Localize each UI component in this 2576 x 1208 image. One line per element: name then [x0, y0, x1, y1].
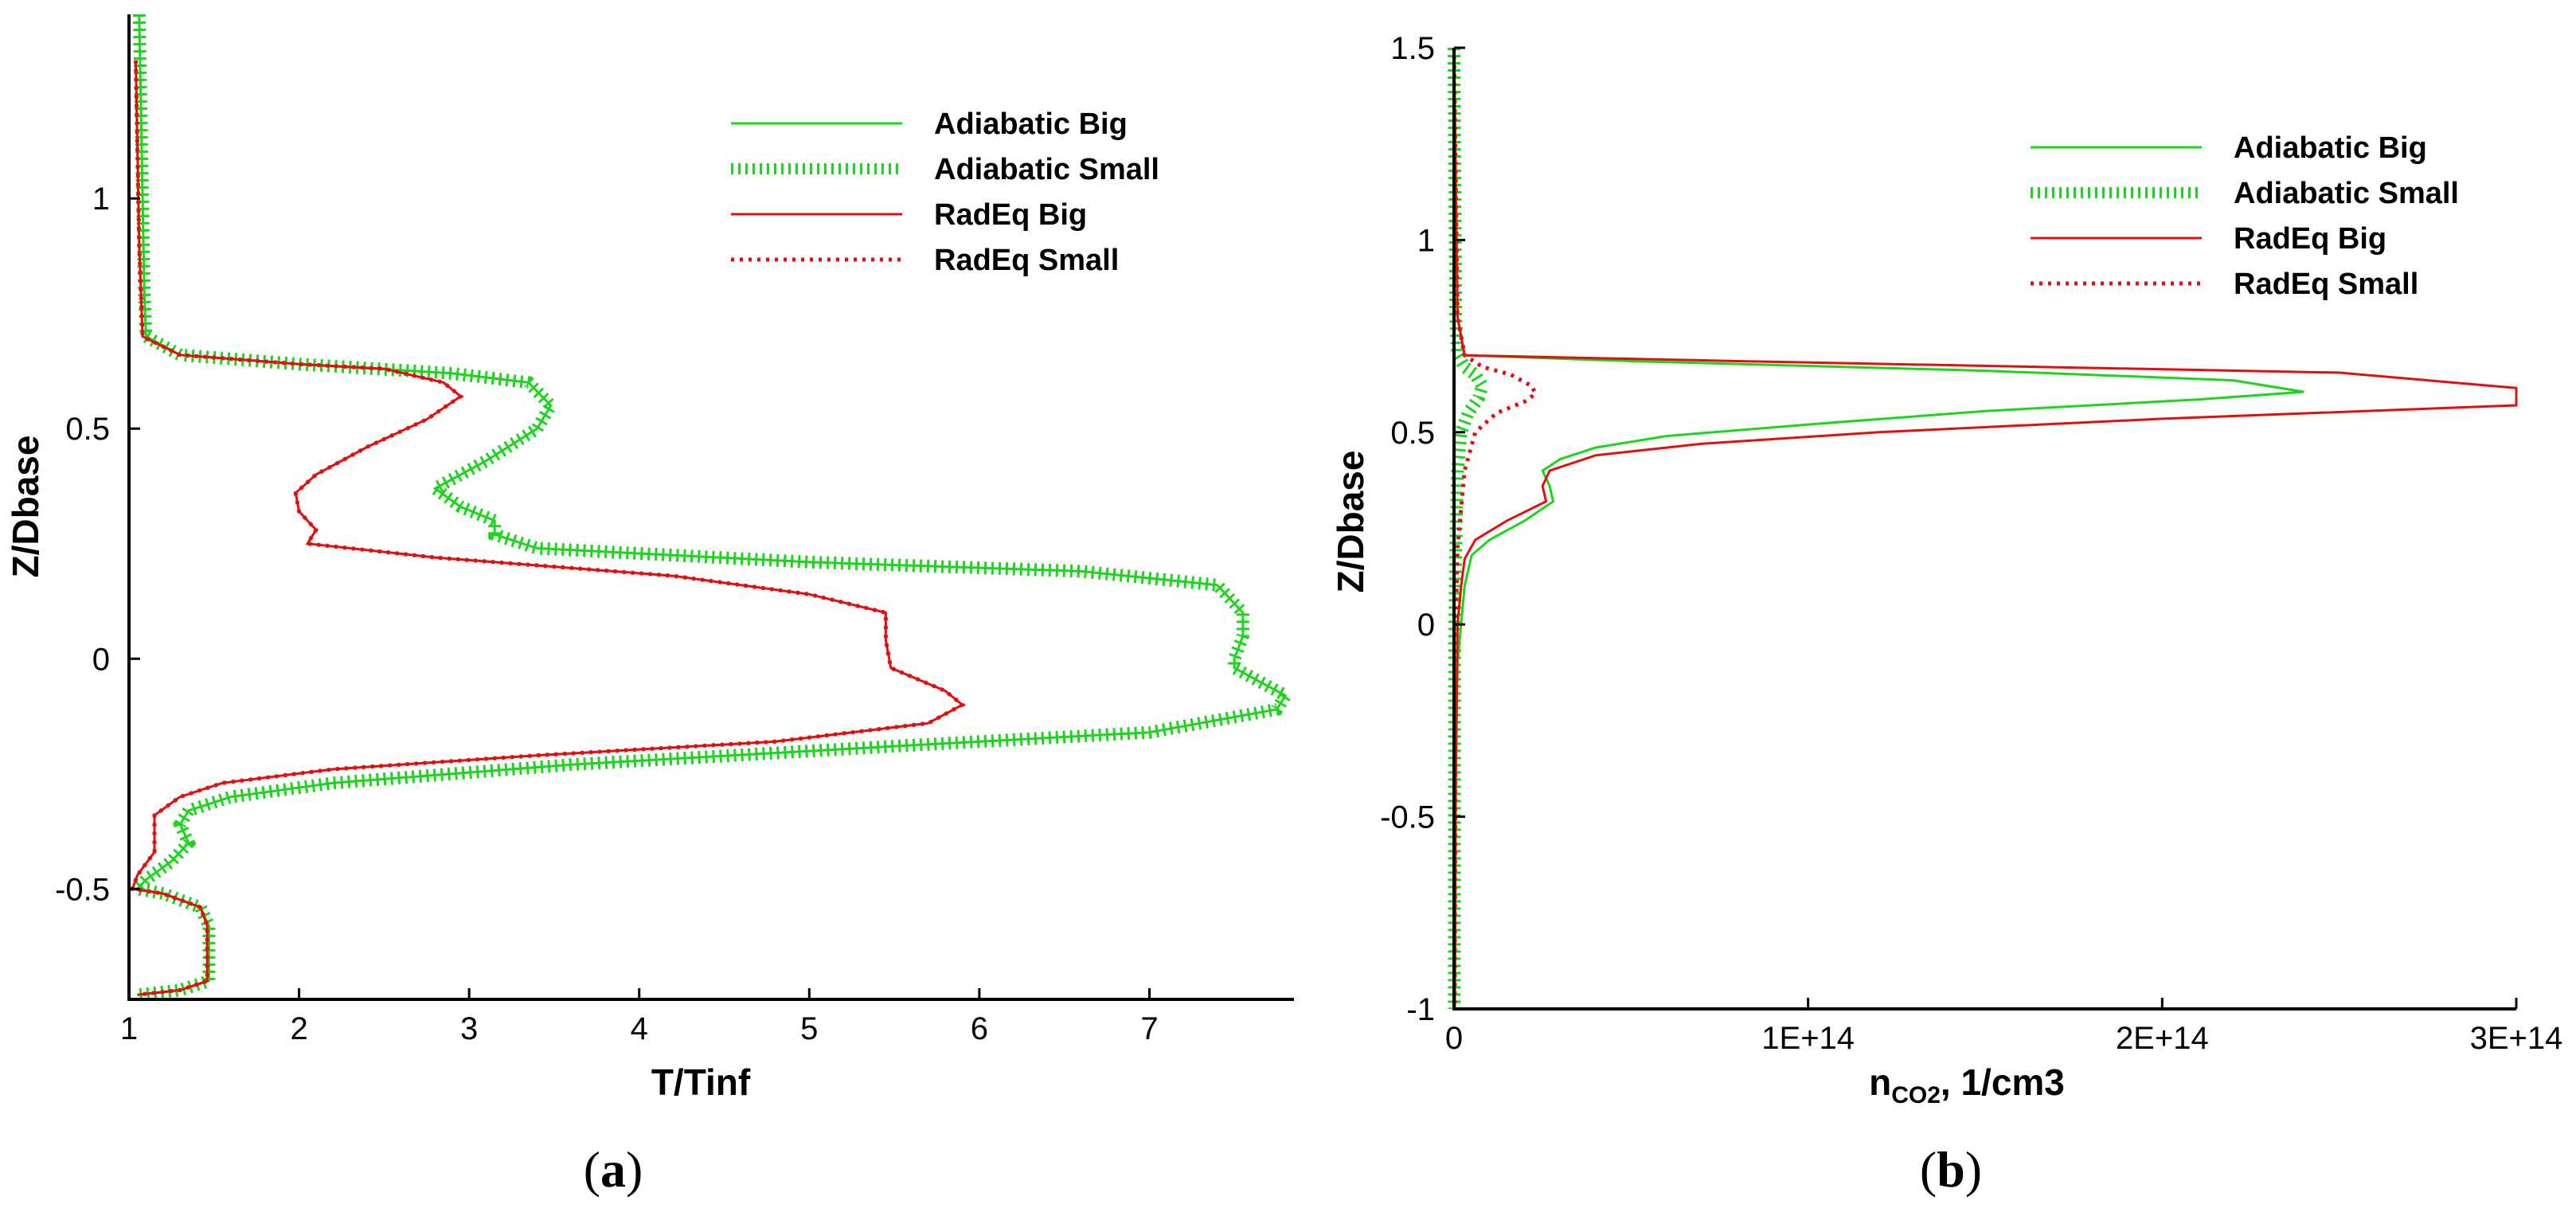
panel-a-axis-frame — [127, 14, 1294, 1001]
chart-panel-a: 1 2 3 4 5 6 7 -0.5 0 0.5 1 T/Tinf Z/Dbase Adiabati… — [5, 14, 1295, 1198]
panel-a-x-tick-label: 5 — [800, 1011, 818, 1046]
panel-a-x-axis-title: T/Tinf — [651, 1061, 751, 1103]
panel-a-x-tick-label: 7 — [1140, 1011, 1158, 1046]
panel-a-y-tick-label: 0 — [92, 642, 110, 677]
series-line-adiabatic-small — [124, 14, 1295, 1002]
panel-b-y-tick-label: 0 — [1417, 608, 1435, 643]
panel-b-y-axis-title: Z/Dbase — [1330, 451, 1371, 593]
panel-a-x-tick-label: 3 — [460, 1011, 478, 1046]
panel-b-y-tick-label: 1.5 — [1390, 31, 1435, 66]
series-line-radeq-big — [1452, 47, 2518, 1010]
legend-label-adiabatic-small: Adiabatic Small — [934, 153, 1159, 186]
legend-label-radeq-small: RadEq Small — [934, 244, 1119, 277]
panel-a-y-tick-label: 1 — [92, 182, 110, 217]
legend-label-adiabatic-small: Adiabatic Small — [2234, 177, 2459, 210]
panel-a-y-axis-title: Z/Dbase — [5, 436, 46, 578]
panel-a-y-tick-label: 0.5 — [65, 412, 110, 447]
series-line-adiabatic-big — [1452, 47, 2304, 1010]
panel-b-y-tick-label: 1 — [1417, 223, 1435, 258]
panel-a-series — [124, 14, 1295, 1002]
panel-b-legend: Adiabatic Big Adiabatic Small RadEq Big Rad… — [2031, 131, 2459, 301]
panel-b-x-tick-label: 1E+14 — [1761, 1021, 1855, 1056]
panel-a-label: (a) — [584, 1141, 643, 1198]
panel-a-x-tick-label: 1 — [120, 1011, 138, 1046]
series-line-adiabatic-small — [1448, 47, 1490, 1010]
panel-b-x-axis-title: nCO2, 1/cm3 — [1869, 1061, 2065, 1108]
panel-b-label: (b) — [1920, 1141, 1982, 1198]
panel-b-ticks: 0 1E+14 2E+14 3E+14 -1 -0.5 0 0.5 1 1.5 — [1380, 31, 2562, 1056]
panel-a-y-tick-label: -0.5 — [55, 872, 110, 907]
panel-a-x-tick-label: 6 — [971, 1011, 988, 1046]
legend-label-adiabatic-big: Adiabatic Big — [2234, 131, 2427, 165]
legend-label-radeq-big: RadEq Big — [934, 198, 1087, 232]
panel-b-series — [1448, 47, 2518, 1010]
chart-panel-b: 0 1E+14 2E+14 3E+14 -1 -0.5 0 0.5 1 1.5 nCO2, 1/c… — [1330, 31, 2562, 1198]
series-line-radeq-small — [129, 60, 966, 997]
panel-b-y-tick-label: 0.5 — [1390, 416, 1435, 451]
panel-b-x-tick-label: 0 — [1445, 1021, 1463, 1056]
panel-b-x-tick-label: 3E+14 — [2470, 1021, 2563, 1056]
panel-b-xlabel-sub: CO2 — [1891, 1082, 1941, 1108]
panel-a-ticks: 1 2 3 4 5 6 7 -0.5 0 0.5 1 — [55, 182, 1159, 1046]
panel-b-xlabel-suffix: , 1/cm3 — [1941, 1061, 2065, 1103]
legend-label-adiabatic-big: Adiabatic Big — [934, 108, 1128, 141]
panel-b-y-tick-label: -1 — [1406, 992, 1435, 1027]
panel-b-axis-frame — [1452, 48, 2516, 1011]
panel-b-x-tick-label: 2E+14 — [2116, 1021, 2209, 1056]
panel-b-y-tick-label: -0.5 — [1380, 800, 1435, 835]
panel-a-x-tick-label: 4 — [631, 1011, 648, 1046]
panel-a-x-tick-label: 2 — [290, 1011, 307, 1046]
panel-a-legend: Adiabatic Big Adiabatic Small RadEq Big Rad… — [731, 108, 1159, 277]
legend-label-radeq-big: RadEq Big — [2234, 222, 2386, 256]
legend-label-radeq-small: RadEq Small — [2234, 268, 2418, 301]
panel-b-xlabel-n: n — [1869, 1061, 1891, 1103]
